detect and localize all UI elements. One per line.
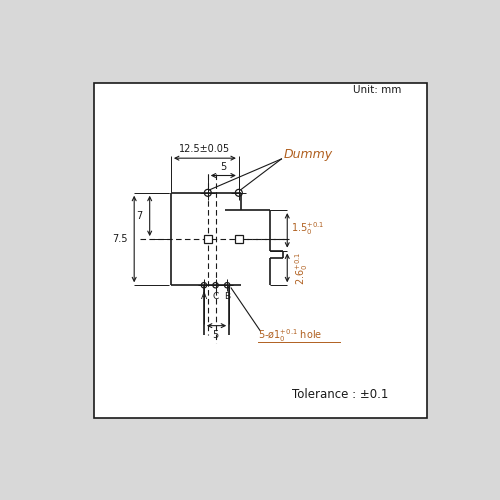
Text: 5: 5 (220, 162, 226, 172)
Text: Tolerance : ±0.1: Tolerance : ±0.1 (292, 388, 388, 402)
Text: 7: 7 (136, 211, 142, 221)
Text: C: C (212, 292, 218, 301)
Bar (234, 235, 243, 244)
Text: 12.5±0.05: 12.5±0.05 (180, 144, 230, 154)
Bar (94, 83, 427, 418)
Text: Dummy: Dummy (284, 148, 333, 161)
Text: 7.5: 7.5 (112, 234, 127, 244)
Text: 2.6$^{+0.1}_{0}$: 2.6$^{+0.1}_{0}$ (293, 251, 310, 284)
Text: 1.5$^{+0.1}_{0}$: 1.5$^{+0.1}_{0}$ (291, 220, 324, 237)
Text: Unit: mm: Unit: mm (353, 85, 402, 95)
Bar (204, 235, 212, 244)
Text: A: A (201, 292, 207, 301)
Text: 5-ø1$^{+0.1}_{0}$ hole: 5-ø1$^{+0.1}_{0}$ hole (258, 327, 322, 344)
Text: 5: 5 (212, 330, 218, 340)
Text: B: B (224, 292, 230, 301)
